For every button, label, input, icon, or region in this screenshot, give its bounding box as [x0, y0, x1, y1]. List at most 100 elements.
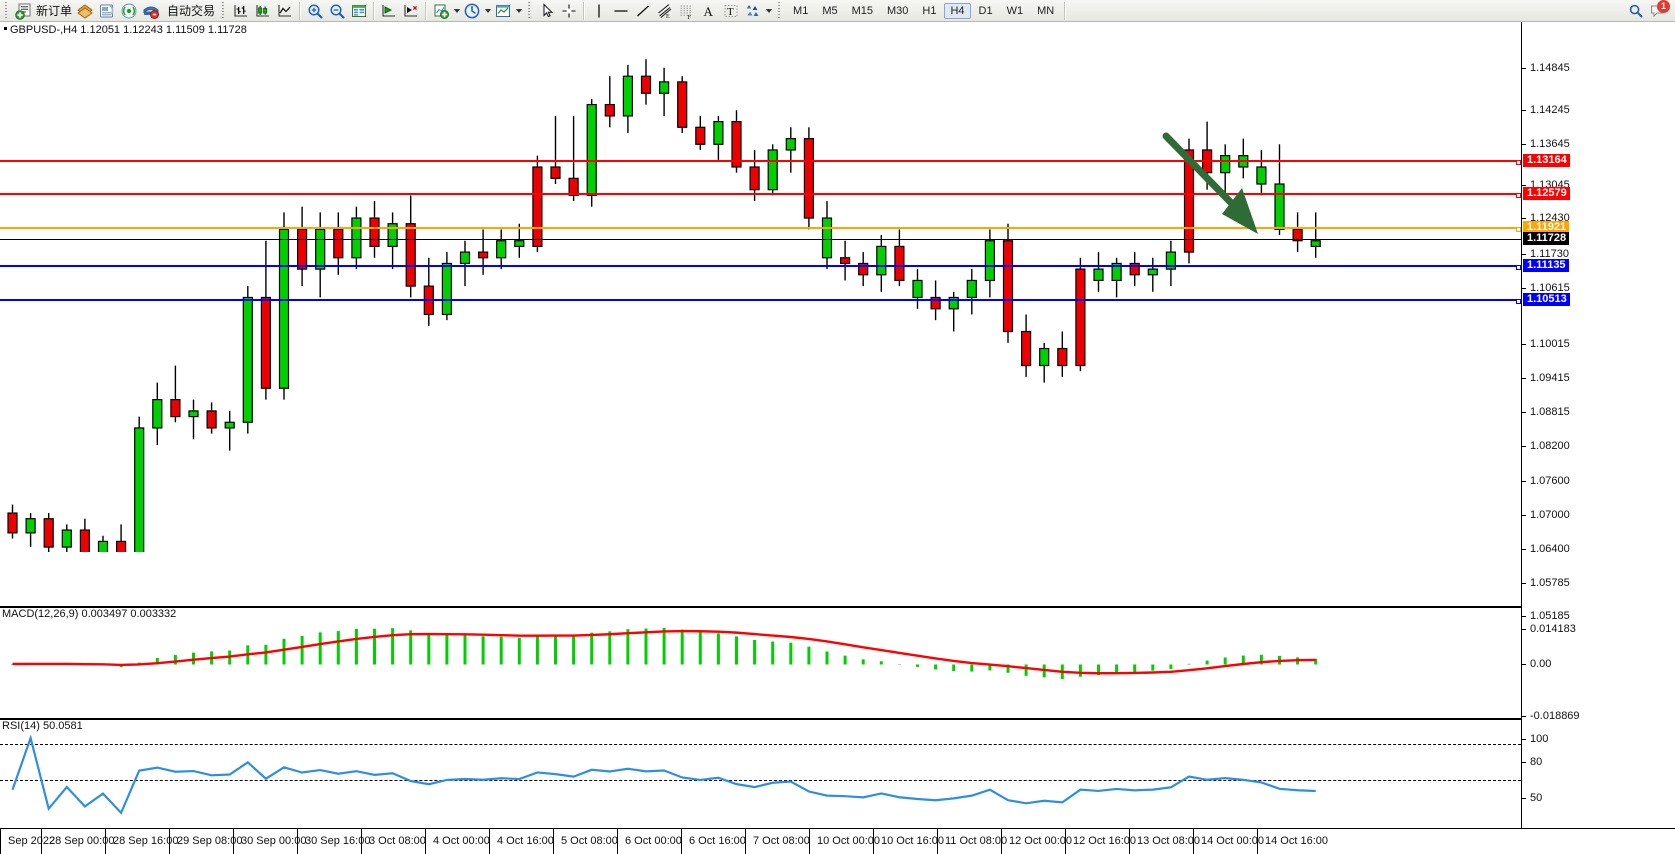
zoom-in-icon [306, 2, 324, 20]
chart-symbol-text: GBPUSD-,H4 1.12051 1.12243 1.11509 1.117… [10, 24, 247, 36]
crosshair-button[interactable] [558, 1, 580, 21]
time-tick-label: 7 Oct 08:00 [753, 835, 810, 847]
chart-window[interactable]: GBPUSD-,H4 1.12051 1.12243 1.11509 1.117… [0, 22, 1675, 854]
templates-icon [76, 2, 94, 20]
search-icon [1627, 2, 1645, 20]
price-axis[interactable]: 1.14845 1.14245 1.13645 1.13045 1.12430 1.100… [1521, 22, 1675, 831]
fibonacci-button[interactable]: F [676, 1, 698, 21]
timeframe-d1[interactable]: D1 [978, 4, 993, 17]
svg-text:A: A [704, 4, 714, 19]
bar-chart-icon [232, 2, 250, 20]
market-button[interactable] [140, 1, 162, 21]
time-tick-label: 30 Sep 00:00 [241, 835, 307, 847]
timeframe-m5[interactable]: M5 [822, 4, 838, 17]
price-tick: 1.10015 [1522, 339, 1570, 350]
toolbar-grip-charts[interactable] [220, 2, 228, 19]
shift-start-button[interactable] [378, 1, 400, 21]
alerts-button[interactable]: 1 [1647, 0, 1670, 21]
toolbar-grip-standard[interactable] [3, 2, 10, 19]
timeframe-mn[interactable]: MN [1037, 4, 1055, 17]
indicators-dropdown-caret[interactable] [452, 2, 461, 20]
rsi-level-50-line [0, 780, 1521, 781]
time-tick-label: 3 Oct 08:00 [369, 835, 426, 847]
templates2-button[interactable] [492, 1, 514, 21]
time-tick-label: 14 Oct 00:00 [1201, 835, 1264, 847]
timeframe-m15[interactable]: M15 [851, 4, 873, 17]
down-trend-arrow[interactable] [1160, 130, 1280, 240]
indicators-button[interactable] [430, 1, 452, 21]
timeframe-m1[interactable]: M1 [793, 4, 809, 17]
vline-button[interactable] [588, 1, 610, 21]
timeframe-m30[interactable]: M30 [887, 4, 909, 17]
level-line-support-2[interactable] [0, 299, 1521, 304]
search-button[interactable] [1625, 1, 1647, 21]
text-button[interactable]: A [698, 1, 720, 21]
objects-icon [744, 2, 762, 20]
time-tick-mark [1001, 829, 1002, 854]
price-label-resistance-1[interactable]: 1.13164 [1523, 154, 1570, 167]
templates2-dropdown-caret[interactable] [514, 2, 523, 20]
price-tick: 1.06400 [1522, 544, 1570, 555]
data-window-button[interactable] [348, 1, 370, 21]
equidistant-icon: E [656, 2, 674, 20]
chart-title-dot [4, 27, 7, 30]
period-dropdown-caret[interactable] [483, 2, 492, 20]
templates-button[interactable] [74, 1, 96, 21]
level-line-resistance-2[interactable] [0, 193, 1521, 198]
toolbar-grip-line-studies[interactable] [526, 2, 534, 19]
price-label-pivot[interactable]: 1.11921 [1523, 221, 1570, 234]
indicators-icon [432, 2, 450, 20]
timeframe-h1[interactable]: H1 [922, 4, 937, 17]
level-line-resistance-1[interactable] [0, 160, 1521, 165]
auto-trading-label: 自动交易 [167, 4, 216, 18]
objects-dropdown-caret[interactable] [764, 2, 773, 20]
zoom-in-button[interactable] [304, 1, 326, 21]
level-line-pivot[interactable] [0, 227, 1521, 232]
shift-end-button[interactable] [400, 1, 422, 21]
time-tick-mark [617, 829, 618, 854]
price-tick: 1.12430 [1522, 213, 1570, 224]
news-button[interactable] [96, 1, 118, 21]
macd-tick: -0.018869 [1522, 711, 1580, 722]
level-line-support-1[interactable] [0, 265, 1521, 270]
new-order-icon [15, 2, 33, 20]
cursor-button[interactable] [536, 1, 558, 21]
period-button[interactable] [461, 1, 483, 21]
time-tick-label: 11 Oct 08:00 [945, 835, 1008, 847]
price-label-resistance-2[interactable]: 1.12579 [1523, 187, 1570, 200]
vline-icon [590, 2, 608, 20]
time-tick-label: 10 Oct 16:00 [881, 835, 944, 847]
main-toolbar: 新订单 [0, 0, 1675, 22]
zoom-out-button[interactable] [326, 1, 348, 21]
signals-button[interactable] [118, 1, 140, 21]
macd-tick: 0.00 [1522, 659, 1551, 670]
price-label-support-1[interactable]: 1.11135 [1523, 259, 1569, 272]
price-label-support-2[interactable]: 1.10513 [1523, 293, 1570, 306]
price-tick: 1.09415 [1522, 373, 1570, 384]
toolbar-grip-periodicity[interactable] [776, 2, 784, 19]
price-plot-area[interactable]: MACD(12,26,9) 0.003497 0.003332 RSI(14) … [0, 22, 1521, 831]
macd-series [11, 628, 1318, 680]
line-chart-button[interactable] [274, 1, 296, 21]
new-order-button[interactable]: 新订单 [13, 1, 74, 21]
trendline-icon [634, 2, 652, 20]
equidistant-channel-button[interactable]: E [654, 1, 676, 21]
hline-button[interactable] [610, 1, 632, 21]
objects-button[interactable] [742, 1, 764, 21]
rsi-level-80-line [0, 744, 1521, 745]
toolbar-separator-4 [583, 1, 586, 20]
bar-chart-button[interactable] [230, 1, 252, 21]
time-tick-mark [41, 829, 42, 854]
timeframe-h4[interactable]: H4 [944, 2, 971, 19]
candlestick-chart-button[interactable] [252, 1, 274, 21]
trendline-button[interactable] [632, 1, 654, 21]
timeframe-w1[interactable]: W1 [1006, 4, 1024, 17]
rsi-tick: 100 [1522, 734, 1548, 745]
auto-trading-button[interactable]: 自动交易 [162, 1, 217, 21]
time-tick-mark [425, 829, 426, 854]
price-label-last-price[interactable]: 1.11728 [1523, 232, 1570, 245]
time-tick-label: 4 Oct 16:00 [497, 835, 554, 847]
label-button[interactable]: T [720, 1, 742, 21]
line-chart-icon [276, 2, 294, 20]
time-axis[interactable]: Sep 2022 28 Sep 00:00 28 Sep 16:00 29 Sep 0… [0, 828, 1675, 854]
